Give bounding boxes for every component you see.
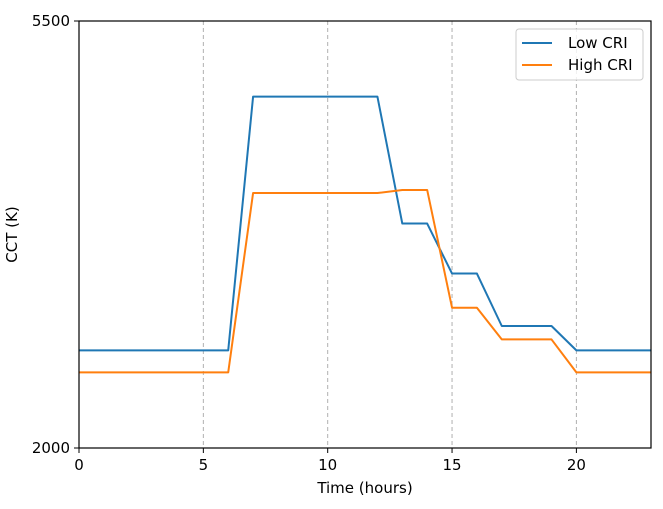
series-line-low-cri <box>79 95 651 352</box>
legend-label: Low CRI <box>568 34 628 52</box>
x-axis-label: Time (hours) <box>316 479 412 497</box>
legend-box <box>515 28 644 81</box>
x-tick-label: 15 <box>442 456 461 474</box>
y-axis: 2000 5500 <box>32 12 79 457</box>
series-group <box>79 95 651 374</box>
legend: Low CRI High CRI <box>515 28 644 81</box>
x-tick-label: 10 <box>318 456 337 474</box>
x-tick-label: 5 <box>199 456 209 474</box>
x-tick-label: 0 <box>74 456 84 474</box>
legend-label: High CRI <box>568 56 633 74</box>
x-tick-label: 20 <box>567 456 586 474</box>
series-line-high-cri <box>79 188 651 374</box>
y-axis-label: CCT (K) <box>3 206 21 262</box>
y-tick-label: 5500 <box>32 12 70 30</box>
grid <box>202 21 577 448</box>
plot-frame <box>78 20 652 449</box>
y-tick-label: 2000 <box>32 439 70 457</box>
x-axis: 0 5 10 15 20 <box>74 448 586 474</box>
